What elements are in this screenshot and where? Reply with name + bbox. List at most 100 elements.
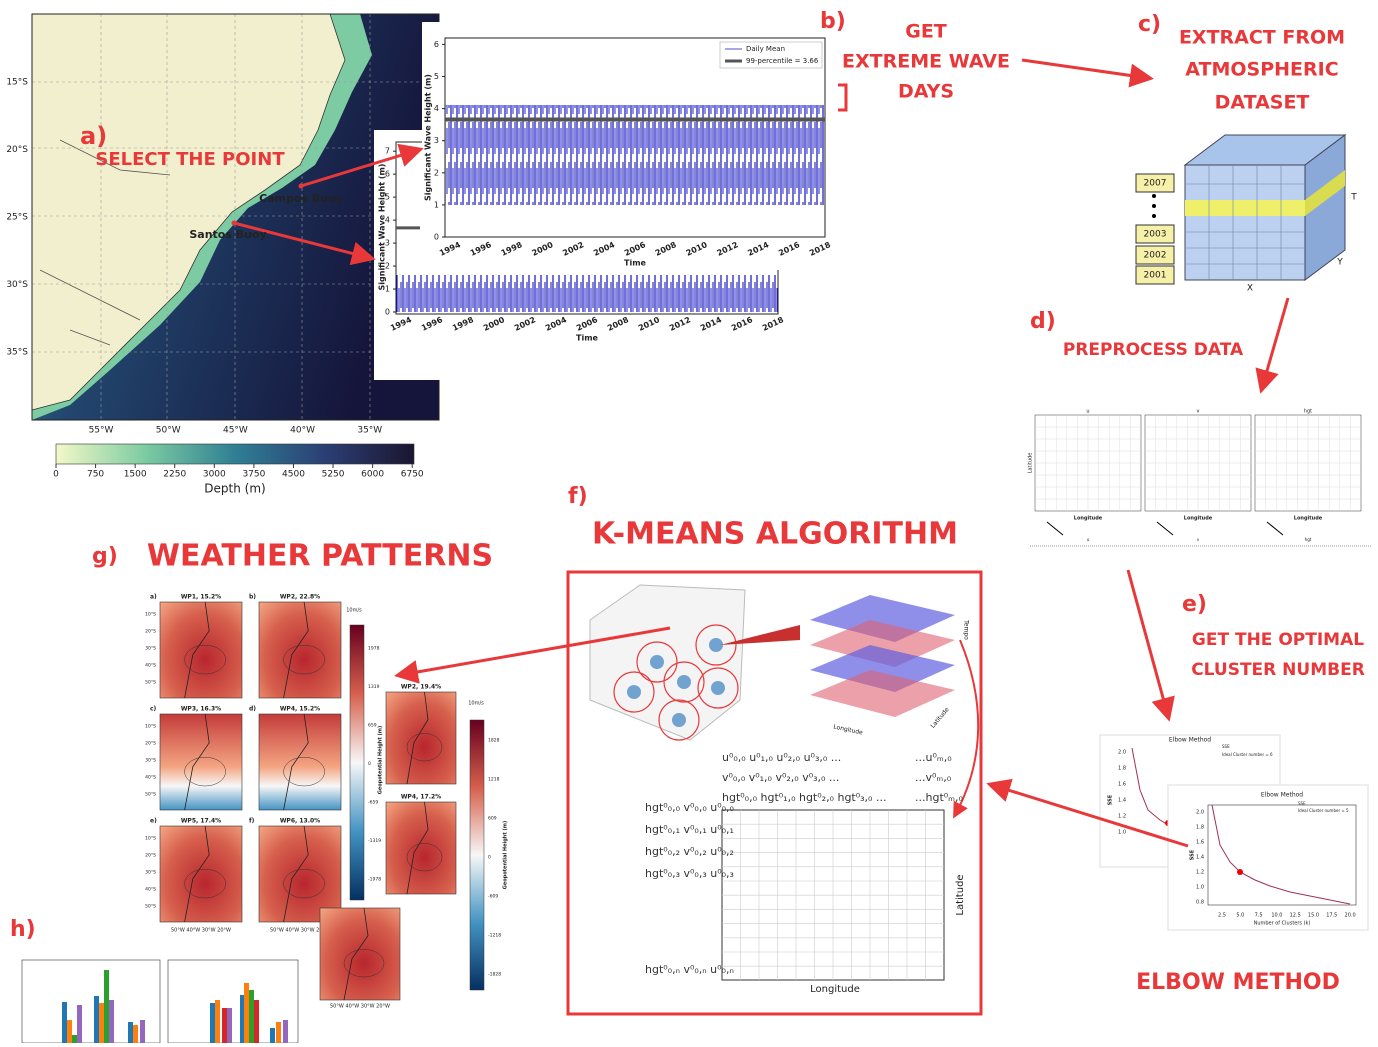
- elbow-ytick: 2.0: [1118, 750, 1126, 756]
- elbow-ytick: 1.2: [1118, 814, 1126, 820]
- colorbar-tick-label: -609: [488, 894, 498, 900]
- buoy-label: Santos Buoy: [189, 228, 266, 241]
- step-title: g): [92, 544, 118, 569]
- axis-label: Latitude: [955, 874, 966, 915]
- y-tick-label: 2: [434, 168, 439, 177]
- colorbar-tick-label: 4500: [282, 470, 305, 480]
- matrix-row: hgt⁰₀,ₙ v⁰₀,ₙ u⁰₀,ₙ: [645, 963, 734, 976]
- colorbar-tick-label: 1500: [124, 470, 147, 480]
- wp-lat: 40°S: [145, 663, 156, 669]
- diagram: uLongitudeuvLongitudevhgtLongitudehgtLat…: [0, 0, 1378, 1043]
- step-title: ELBOW METHOD: [1136, 970, 1340, 995]
- axis-label: Tempo: [963, 619, 970, 640]
- step-title: SELECT THE POINT: [95, 149, 285, 170]
- wp-map: [259, 714, 341, 810]
- matrix-row: hgt⁰₀,₀ v⁰₀,₀ u⁰₀,₀: [645, 801, 735, 814]
- elbow-legend: Ideal Cluster number = 6: [1222, 752, 1273, 757]
- elbow-xtick: 2.5: [1218, 913, 1226, 919]
- wp-map: [259, 602, 341, 698]
- colorbar-tick-label: 0: [488, 855, 491, 861]
- elbow-ideal-2: [1237, 869, 1243, 875]
- step-title: e): [1182, 592, 1207, 617]
- matrix-row: ...hgt⁰ₘ,₀: [915, 791, 964, 804]
- wp-lat: 10°S: [145, 836, 156, 842]
- buoy-label: Campos Buoy: [259, 192, 343, 205]
- y-tick-label: 0: [434, 233, 439, 242]
- prep-title: u: [1086, 409, 1089, 415]
- wp-colorbar-1: [350, 625, 364, 900]
- page: { "steps": { "a": {"letter": "a)", "line…: [0, 0, 1378, 1043]
- wp-title: WP2, 22.8%: [280, 594, 320, 601]
- wp-title: WP4, 15.2%: [280, 706, 320, 713]
- wp-title: WP6, 13.0%: [280, 818, 320, 825]
- step-title: EXTRACT FROM: [1179, 27, 1345, 49]
- step-title: CLUSTER NUMBER: [1191, 660, 1365, 680]
- elbow-legend: SSE: [1298, 801, 1306, 806]
- elbow-ytick: 1.4: [1196, 855, 1204, 861]
- wp-letter: e): [150, 818, 157, 825]
- colorbar-label: Depth (m): [204, 482, 265, 496]
- step-title: DAYS: [898, 81, 954, 103]
- wp-lat: 10°S: [145, 612, 156, 618]
- colorbar-tick-label: 1828: [488, 738, 500, 744]
- colorbar-tick-label: 1978: [368, 646, 380, 652]
- step-title: f): [568, 484, 588, 509]
- prep-xlabel: Longitude: [1294, 516, 1323, 522]
- elbow-ytick: 1.4: [1118, 798, 1126, 804]
- y-tick-label: 7: [385, 147, 390, 156]
- colorbar-tick-label: -659: [368, 800, 378, 806]
- lat-label: 15°S: [6, 78, 28, 88]
- y-axis-label: Significant Wave Height (m): [378, 164, 387, 291]
- wp-lat: 20°S: [145, 741, 156, 747]
- prep-title: hgt: [1304, 409, 1312, 415]
- prep-subtitle: hgt: [1305, 537, 1312, 542]
- matrix-row: u⁰₀,₀ u⁰₁,₀ u⁰₂,₀ u⁰₃,₀ ...: [722, 751, 841, 764]
- axis-label: Latitude: [929, 706, 950, 730]
- elbow-xtick: 7.5: [1255, 913, 1263, 919]
- matrix-row: hgt⁰₀,₁ v⁰₀,₁ u⁰₀,₁: [645, 823, 734, 836]
- wp-lon: 50°W 40°W 30°W 20°W: [171, 928, 231, 934]
- wp-title: WP5, 17.4%: [181, 818, 221, 825]
- y-tick-label: 3: [434, 136, 439, 145]
- cube-slice: [1185, 200, 1305, 216]
- wp-letter: a): [150, 594, 157, 601]
- wp-colorbar-2: [470, 720, 484, 990]
- colorbar-tick-label: 6750: [401, 470, 424, 480]
- elbow-title: Elbow Method: [1261, 792, 1303, 799]
- wp-map: [160, 826, 242, 922]
- matrix-row: hgt⁰₀,₀ hgt⁰₁,₀ hgt⁰₂,₀ hgt⁰₃,₀ ...: [722, 791, 886, 804]
- prep-arrow: [1267, 522, 1283, 535]
- colorbar-tick-label: 750: [87, 470, 104, 480]
- colorbar-tick-label: 1218: [488, 777, 500, 783]
- elbow-ytick: 1.8: [1118, 766, 1126, 772]
- elbow-xlabel: Number of Clusters (k): [1254, 921, 1311, 927]
- lon-label: 40°W: [290, 426, 315, 436]
- colorbar-tick-label: -1319: [368, 838, 381, 844]
- colorbar-tick-label: -1978: [368, 877, 381, 883]
- colorbar-tick-label: 1319: [368, 684, 380, 690]
- elbow-legend: SSE: [1222, 744, 1230, 749]
- elbow-ytick: 2.0: [1196, 810, 1204, 816]
- wp-title: WP2, 19.4%: [401, 684, 441, 691]
- elbow-xtick: 20.0: [1345, 913, 1356, 919]
- wp-lat: 50°S: [145, 904, 156, 910]
- wp-title: WP1, 15.2%: [181, 594, 221, 601]
- matrix-row: hgt⁰₀,₃ v⁰₀,₃ u⁰₀,₃: [645, 867, 734, 880]
- colorbar-tick-label: -1828: [488, 972, 501, 978]
- lon-label: 50°W: [156, 426, 181, 436]
- wp-lat: 20°S: [145, 853, 156, 859]
- elbow-ytick: 0.8: [1196, 900, 1204, 906]
- step-title: d): [1030, 309, 1056, 334]
- cube-front: [1185, 165, 1305, 280]
- wp-map: [320, 908, 400, 1000]
- depth-colorbar: [56, 444, 414, 464]
- legend-entry: Daily Mean: [746, 45, 785, 53]
- prep-xlabel: Longitude: [1184, 516, 1213, 522]
- elbow-xtick: 5.0: [1236, 913, 1244, 919]
- lon-label: 55°W: [89, 426, 114, 436]
- y-tick-label: 6: [434, 40, 439, 49]
- elbow-xtick: 10.0: [1271, 913, 1282, 919]
- elbow-ylabel: SSE: [1190, 849, 1196, 860]
- colorbar-tick-label: 3000: [203, 470, 226, 480]
- wp-lon: 50°W 40°W 30°W 20°W: [330, 1004, 390, 1010]
